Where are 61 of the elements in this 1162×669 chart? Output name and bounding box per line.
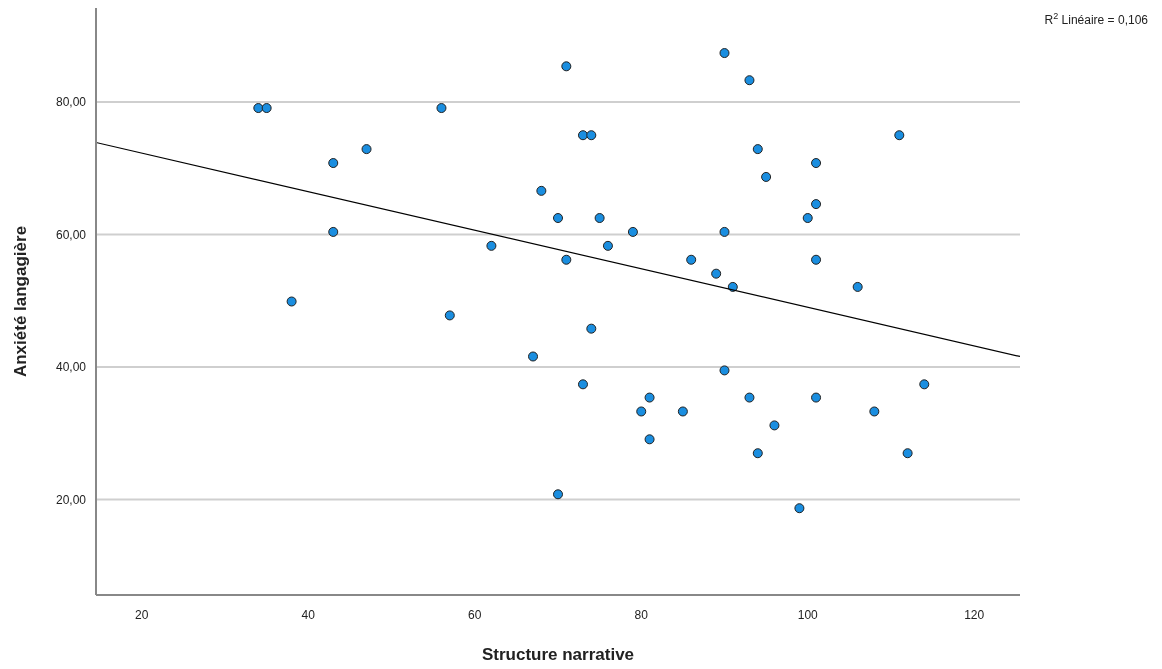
- y-tick-label: 60,00: [55, 227, 87, 242]
- x-tick-label: 60: [468, 608, 482, 622]
- point: [852, 281, 863, 292]
- point: [594, 213, 605, 224]
- x-tick-label: 120: [964, 608, 985, 622]
- point: [752, 144, 763, 155]
- point: [586, 130, 597, 141]
- point: [577, 130, 588, 141]
- point: [677, 406, 688, 417]
- point: [794, 503, 805, 514]
- point: [553, 489, 563, 500]
- point: [744, 75, 755, 86]
- x-tick-label: 80: [634, 608, 649, 622]
- point: [894, 130, 905, 141]
- point: [436, 103, 447, 114]
- point: [553, 213, 563, 224]
- point: [627, 226, 638, 237]
- point: [752, 448, 763, 459]
- point: [686, 254, 697, 265]
- point: [811, 392, 822, 403]
- point: [253, 103, 264, 114]
- point: [811, 158, 822, 169]
- y-tick-label: 20,00: [55, 492, 87, 507]
- point: [761, 171, 772, 182]
- x-tick-label: 40: [301, 608, 316, 622]
- text: R$^{2}$ Linéaire = 0,106: [1044, 11, 1149, 27]
- x-tick-label: 100: [797, 608, 819, 622]
- point: [486, 240, 497, 251]
- point: [586, 323, 597, 334]
- point: [811, 254, 822, 265]
- point: [644, 392, 655, 403]
- point: [328, 226, 339, 237]
- point: [711, 268, 722, 279]
- x-tick-label: 20: [135, 608, 149, 622]
- point: [769, 420, 780, 431]
- point: [719, 48, 730, 59]
- point: [636, 406, 647, 417]
- point: [286, 296, 297, 307]
- point: [719, 226, 730, 237]
- point: [444, 310, 455, 321]
- point: [261, 103, 272, 114]
- point: [902, 448, 913, 459]
- point: [919, 379, 930, 390]
- point: [561, 61, 572, 72]
- point: [869, 406, 880, 417]
- point: [536, 185, 547, 196]
- point: [719, 365, 730, 376]
- point: [528, 351, 539, 362]
- point: [602, 240, 613, 251]
- point: [561, 254, 572, 265]
- y-tick-label: 80,00: [55, 95, 87, 110]
- point: [811, 199, 822, 210]
- point: [577, 379, 588, 390]
- x-axis-title: Structure narrative: [481, 645, 635, 664]
- point: [744, 392, 755, 403]
- y-tick-label: 40,00: [55, 360, 87, 375]
- y-axis-title: Anxiété langagière: [11, 225, 30, 378]
- point: [361, 144, 372, 155]
- point: [328, 158, 339, 169]
- point: [644, 434, 655, 445]
- point: [802, 213, 813, 224]
